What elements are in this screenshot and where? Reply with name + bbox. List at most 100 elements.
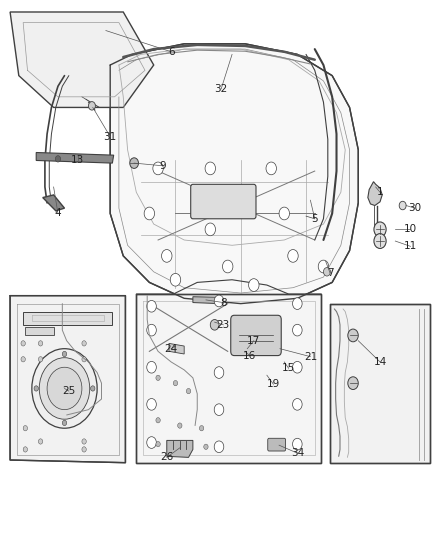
Circle shape (21, 357, 25, 362)
Circle shape (91, 386, 95, 391)
Circle shape (249, 279, 259, 292)
Text: 31: 31 (103, 132, 117, 142)
Text: 26: 26 (160, 453, 173, 463)
Circle shape (399, 201, 406, 210)
Circle shape (374, 233, 386, 248)
Circle shape (147, 361, 156, 373)
Circle shape (82, 439, 86, 444)
Circle shape (32, 349, 97, 428)
Circle shape (210, 319, 219, 330)
Circle shape (170, 273, 181, 286)
Polygon shape (25, 327, 53, 335)
Circle shape (82, 341, 86, 346)
Circle shape (162, 249, 172, 262)
Circle shape (156, 441, 160, 447)
Text: 14: 14 (374, 357, 387, 367)
Text: 30: 30 (408, 203, 421, 213)
Polygon shape (10, 12, 154, 108)
Text: 17: 17 (247, 336, 261, 346)
Circle shape (21, 341, 25, 346)
Circle shape (62, 420, 67, 425)
Polygon shape (167, 440, 193, 457)
Circle shape (214, 295, 224, 307)
Circle shape (156, 375, 160, 381)
Text: 21: 21 (304, 352, 317, 361)
Polygon shape (43, 195, 64, 211)
Circle shape (147, 301, 156, 312)
Polygon shape (10, 296, 125, 463)
Circle shape (34, 386, 39, 391)
Circle shape (82, 357, 86, 362)
Text: 25: 25 (62, 386, 75, 396)
Circle shape (204, 444, 208, 449)
Text: 13: 13 (71, 156, 84, 165)
Text: 6: 6 (168, 47, 174, 56)
Polygon shape (36, 152, 114, 163)
Circle shape (156, 418, 160, 423)
Circle shape (47, 367, 82, 410)
Text: 23: 23 (217, 320, 230, 330)
Circle shape (348, 377, 358, 390)
Polygon shape (330, 304, 430, 463)
Circle shape (82, 447, 86, 452)
Circle shape (293, 298, 302, 310)
Circle shape (178, 423, 182, 428)
Text: 11: 11 (404, 241, 417, 252)
Polygon shape (23, 312, 113, 325)
Circle shape (147, 324, 156, 336)
Circle shape (374, 222, 386, 237)
Circle shape (173, 381, 178, 386)
Circle shape (88, 102, 95, 110)
Circle shape (214, 441, 224, 453)
Circle shape (323, 268, 330, 276)
Polygon shape (368, 182, 382, 206)
Circle shape (288, 249, 298, 262)
Text: 5: 5 (311, 214, 318, 224)
FancyBboxPatch shape (231, 316, 281, 356)
Circle shape (144, 207, 155, 220)
Circle shape (39, 357, 43, 362)
Circle shape (147, 437, 156, 448)
Circle shape (279, 207, 290, 220)
Text: 7: 7 (327, 268, 333, 278)
Circle shape (293, 324, 302, 336)
FancyBboxPatch shape (191, 184, 256, 219)
Circle shape (266, 162, 276, 175)
Circle shape (55, 156, 60, 162)
Text: 16: 16 (243, 351, 256, 361)
Text: 19: 19 (267, 379, 280, 389)
Circle shape (293, 399, 302, 410)
Text: 10: 10 (404, 224, 417, 235)
Circle shape (186, 389, 191, 394)
Text: 9: 9 (159, 161, 166, 171)
Text: 15: 15 (282, 364, 295, 373)
Text: 32: 32 (215, 84, 228, 94)
Circle shape (23, 447, 28, 452)
Text: 8: 8 (220, 297, 226, 308)
Circle shape (153, 162, 163, 175)
Circle shape (199, 425, 204, 431)
Text: 4: 4 (55, 208, 61, 219)
Circle shape (348, 329, 358, 342)
Circle shape (214, 404, 224, 416)
Polygon shape (169, 343, 184, 354)
Circle shape (214, 367, 224, 378)
Text: 1: 1 (377, 187, 383, 197)
Circle shape (39, 358, 90, 419)
Circle shape (293, 361, 302, 373)
Polygon shape (110, 44, 358, 304)
Polygon shape (193, 297, 219, 304)
Circle shape (130, 158, 138, 168)
Circle shape (205, 223, 215, 236)
Circle shape (223, 260, 233, 273)
Text: 24: 24 (165, 344, 178, 354)
Circle shape (318, 260, 328, 273)
Circle shape (39, 439, 43, 444)
Circle shape (147, 399, 156, 410)
Circle shape (23, 425, 28, 431)
Circle shape (293, 438, 302, 450)
Polygon shape (136, 294, 321, 463)
Circle shape (62, 351, 67, 357)
Circle shape (205, 162, 215, 175)
FancyBboxPatch shape (268, 438, 286, 451)
